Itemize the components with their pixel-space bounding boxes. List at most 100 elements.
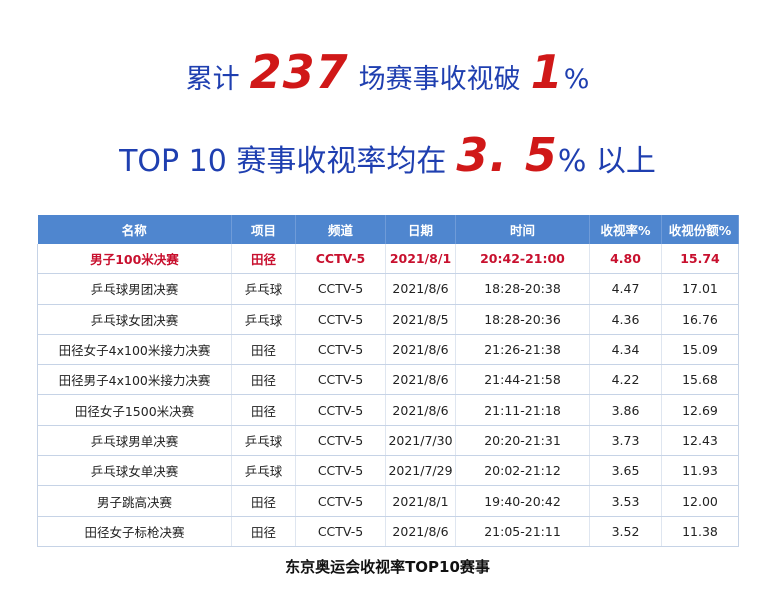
header-channel: 频道: [295, 215, 386, 244]
header-event: 项目: [231, 215, 296, 244]
table-row: 乒乓球男团决赛 乒乓球 CCTV-5 2021/8/6 18:28-20:38 …: [37, 273, 739, 305]
table-header-row: 名称 项目 频道 日期 时间 收视率% 收视份额%: [37, 215, 739, 244]
cell-time: 19:40-20:42: [455, 485, 590, 517]
cell-event: 乒乓球: [231, 304, 296, 335]
headline2-suffix: % 以上: [557, 144, 656, 179]
cell-time: 20:20-21:31: [455, 425, 590, 457]
cell-rating: 3.73: [589, 425, 662, 457]
cell-date: 2021/7/29: [385, 455, 456, 487]
header-share: 收视份额%: [661, 215, 739, 244]
cell-name: 乒乓球男单决赛: [37, 425, 232, 457]
cell-time: 20:02-21:12: [455, 455, 590, 487]
cell-time: 21:05-21:11: [455, 516, 590, 547]
cell-time: 21:11-21:18: [455, 394, 590, 426]
table-row: 田径男子4x100米接力决赛 田径 CCTV-5 2021/8/6 21:44-…: [37, 364, 739, 396]
cell-channel: CCTV-5: [295, 304, 386, 335]
cell-channel: CCTV-5: [295, 334, 386, 366]
cell-name: 男子100米决赛: [37, 244, 232, 275]
cell-name: 男子跳高决赛: [37, 485, 232, 517]
table-row: 男子跳高决赛 田径 CCTV-5 2021/8/1 19:40-20:42 3.…: [37, 485, 739, 517]
cell-name: 乒乓球女团决赛: [37, 304, 232, 335]
cell-name: 田径女子1500米决赛: [37, 394, 232, 426]
ratings-table-container: 名称 项目 频道 日期 时间 收视率% 收视份额% 男子100米决赛 田径 CC…: [37, 215, 739, 547]
cell-rating: 4.22: [589, 364, 662, 396]
table-row: 田径女子1500米决赛 田径 CCTV-5 2021/8/6 21:11-21:…: [37, 394, 739, 426]
cell-date: 2021/8/6: [385, 273, 456, 305]
cell-channel: CCTV-5: [295, 273, 386, 305]
cell-event: 田径: [231, 364, 296, 396]
cell-rating: 4.47: [589, 273, 662, 305]
cell-channel: CCTV-5: [295, 516, 386, 547]
cell-time: 21:44-21:58: [455, 364, 590, 396]
cell-name: 田径男子4x100米接力决赛: [37, 364, 232, 396]
headline1-middle: 场赛事收视破: [358, 64, 521, 95]
header-time: 时间: [455, 215, 590, 244]
headline2-number: 3. 5: [456, 128, 558, 182]
table-row: 乒乓球男单决赛 乒乓球 CCTV-5 2021/7/30 20:20-21:31…: [37, 425, 739, 457]
cell-share: 12.00: [661, 485, 739, 517]
cell-share: 15.74: [661, 244, 739, 275]
headline-line-2: TOP 10 赛事收视率均在 3. 5% 以上: [0, 125, 775, 192]
cell-name: 田径女子标枪决赛: [37, 516, 232, 547]
cell-share: 12.43: [661, 425, 739, 457]
cell-event: 乒乓球: [231, 455, 296, 487]
table-caption: 东京奥运会收视率TOP10赛事: [285, 558, 490, 576]
cell-rating: 3.52: [589, 516, 662, 547]
headline1-prefix: 累计: [185, 64, 240, 95]
cell-date: 2021/7/30: [385, 425, 456, 457]
cell-time: 20:42-21:00: [455, 244, 590, 275]
cell-channel: CCTV-5: [295, 244, 386, 275]
cell-share: 11.93: [661, 455, 739, 487]
cell-channel: CCTV-5: [295, 394, 386, 426]
header-rating: 收视率%: [589, 215, 662, 244]
cell-rating: 3.53: [589, 485, 662, 517]
cell-channel: CCTV-5: [295, 425, 386, 457]
cell-time: 18:28-20:36: [455, 304, 590, 335]
cell-share: 17.01: [661, 273, 739, 305]
cell-share: 15.09: [661, 334, 739, 366]
cell-channel: CCTV-5: [295, 485, 386, 517]
cell-event: 田径: [231, 516, 296, 547]
table-row: 田径女子4x100米接力决赛 田径 CCTV-5 2021/8/6 21:26-…: [37, 334, 739, 366]
cell-event: 乒乓球: [231, 273, 296, 305]
table-row: 男子100米决赛 田径 CCTV-5 2021/8/1 20:42-21:00 …: [37, 244, 739, 275]
cell-date: 2021/8/5: [385, 304, 456, 335]
cell-event: 田径: [231, 485, 296, 517]
cell-share: 16.76: [661, 304, 739, 335]
cell-channel: CCTV-5: [295, 364, 386, 396]
table-row: 乒乓球女单决赛 乒乓球 CCTV-5 2021/7/29 20:02-21:12…: [37, 455, 739, 487]
cell-event: 田径: [231, 244, 296, 275]
cell-rating: 4.80: [589, 244, 662, 275]
cell-event: 乒乓球: [231, 425, 296, 457]
cell-name: 乒乓球女单决赛: [37, 455, 232, 487]
header-name: 名称: [37, 215, 232, 244]
cell-date: 2021/8/6: [385, 516, 456, 547]
headline1-number-2: 1: [530, 45, 564, 99]
cell-rating: 4.36: [589, 304, 662, 335]
headline1-number: 237: [249, 45, 349, 99]
cell-rating: 4.34: [589, 334, 662, 366]
cell-time: 18:28-20:38: [455, 273, 590, 305]
cell-event: 田径: [231, 334, 296, 366]
cell-date: 2021/8/1: [385, 244, 456, 275]
cell-rating: 3.65: [589, 455, 662, 487]
header-date: 日期: [385, 215, 456, 244]
cell-time: 21:26-21:38: [455, 334, 590, 366]
table-row: 乒乓球女团决赛 乒乓球 CCTV-5 2021/8/5 18:28-20:36 …: [37, 304, 739, 335]
cell-event: 田径: [231, 394, 296, 426]
cell-share: 15.68: [661, 364, 739, 396]
table-row: 田径女子标枪决赛 田径 CCTV-5 2021/8/6 21:05-21:11 …: [37, 516, 739, 547]
cell-channel: CCTV-5: [295, 455, 386, 487]
cell-date: 2021/8/1: [385, 485, 456, 517]
cell-date: 2021/8/6: [385, 364, 456, 396]
cell-share: 12.69: [661, 394, 739, 426]
cell-date: 2021/8/6: [385, 394, 456, 426]
cell-date: 2021/8/6: [385, 334, 456, 366]
headline1-suffix: %: [563, 64, 590, 95]
cell-name: 田径女子4x100米接力决赛: [37, 334, 232, 366]
cell-share: 11.38: [661, 516, 739, 547]
headline2-prefix: TOP 10 赛事收视率均在: [119, 144, 447, 179]
cell-name: 乒乓球男团决赛: [37, 273, 232, 305]
ratings-table: 名称 项目 频道 日期 时间 收视率% 收视份额% 男子100米决赛 田径 CC…: [37, 215, 739, 547]
headline-line-1: 累计 237 场赛事收视破 1%: [0, 42, 775, 110]
